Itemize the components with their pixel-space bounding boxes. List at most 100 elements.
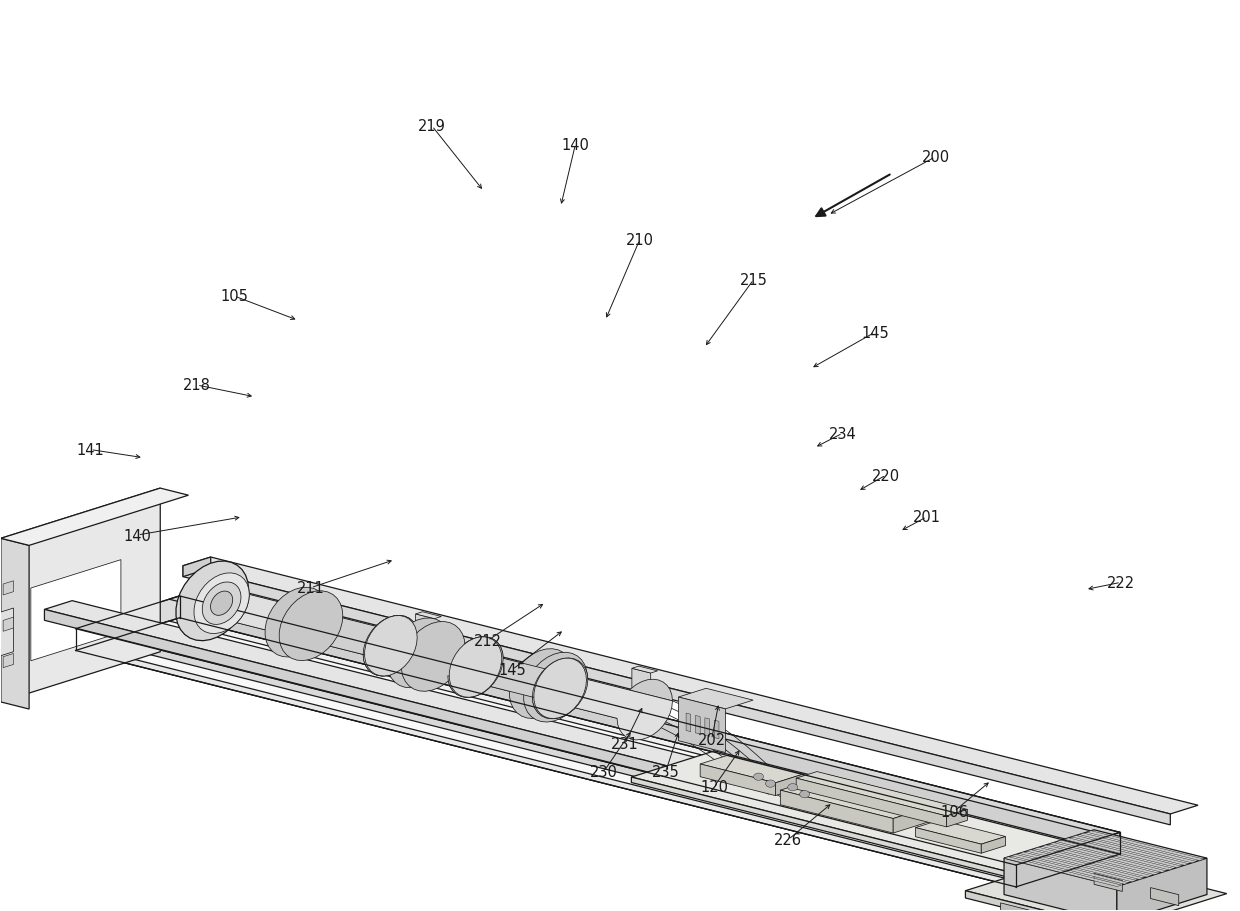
Polygon shape bbox=[796, 772, 967, 816]
Polygon shape bbox=[704, 718, 709, 737]
Polygon shape bbox=[678, 689, 753, 709]
Polygon shape bbox=[981, 836, 1006, 854]
Polygon shape bbox=[1016, 833, 1120, 887]
Polygon shape bbox=[532, 680, 672, 740]
Text: 201: 201 bbox=[913, 510, 941, 525]
Polygon shape bbox=[1012, 855, 1128, 885]
Polygon shape bbox=[1086, 831, 1204, 861]
Polygon shape bbox=[448, 637, 588, 697]
Polygon shape bbox=[632, 666, 657, 673]
Text: 211: 211 bbox=[296, 580, 325, 596]
Polygon shape bbox=[180, 597, 1120, 855]
Polygon shape bbox=[415, 614, 434, 673]
Polygon shape bbox=[915, 820, 1006, 844]
Polygon shape bbox=[678, 697, 725, 752]
Polygon shape bbox=[1042, 845, 1159, 875]
Polygon shape bbox=[76, 629, 1016, 887]
Polygon shape bbox=[211, 591, 233, 616]
Polygon shape bbox=[1094, 874, 1122, 892]
Polygon shape bbox=[631, 777, 1045, 886]
Polygon shape bbox=[946, 810, 967, 827]
Text: 140: 140 bbox=[124, 528, 151, 543]
Polygon shape bbox=[1001, 903, 1029, 911]
Polygon shape bbox=[701, 764, 775, 795]
Polygon shape bbox=[279, 616, 419, 676]
Text: 219: 219 bbox=[418, 119, 446, 134]
Polygon shape bbox=[523, 652, 588, 722]
Polygon shape bbox=[775, 774, 804, 795]
Polygon shape bbox=[966, 891, 1116, 911]
Polygon shape bbox=[184, 566, 1171, 825]
Text: 235: 235 bbox=[652, 764, 680, 779]
Text: 215: 215 bbox=[740, 272, 768, 288]
Polygon shape bbox=[1079, 834, 1197, 863]
Polygon shape bbox=[31, 560, 122, 661]
Polygon shape bbox=[1034, 847, 1152, 877]
Polygon shape bbox=[265, 588, 329, 658]
Polygon shape bbox=[1117, 858, 1207, 911]
Polygon shape bbox=[280, 595, 332, 655]
Polygon shape bbox=[639, 711, 651, 715]
Text: 202: 202 bbox=[697, 732, 725, 747]
Text: 106: 106 bbox=[940, 804, 968, 819]
Polygon shape bbox=[279, 595, 419, 655]
Circle shape bbox=[765, 780, 775, 787]
Polygon shape bbox=[76, 597, 180, 650]
Polygon shape bbox=[365, 616, 417, 676]
Circle shape bbox=[754, 773, 764, 781]
Polygon shape bbox=[1, 488, 160, 702]
Text: 231: 231 bbox=[611, 736, 639, 751]
Circle shape bbox=[800, 791, 810, 798]
Polygon shape bbox=[184, 558, 211, 577]
Polygon shape bbox=[915, 828, 981, 854]
Polygon shape bbox=[1019, 852, 1136, 882]
Polygon shape bbox=[532, 659, 672, 719]
Polygon shape bbox=[631, 751, 1128, 881]
Text: 212: 212 bbox=[474, 633, 502, 649]
Text: 145: 145 bbox=[498, 662, 526, 678]
Polygon shape bbox=[714, 721, 719, 739]
Polygon shape bbox=[1151, 887, 1179, 906]
Polygon shape bbox=[1049, 843, 1167, 873]
Text: 140: 140 bbox=[562, 138, 589, 152]
Polygon shape bbox=[1064, 838, 1182, 867]
Polygon shape bbox=[76, 626, 1027, 865]
Polygon shape bbox=[1004, 858, 1117, 911]
Polygon shape bbox=[701, 755, 804, 783]
Polygon shape bbox=[169, 597, 1120, 835]
Polygon shape bbox=[193, 573, 249, 634]
Text: 220: 220 bbox=[872, 468, 900, 483]
Circle shape bbox=[787, 783, 797, 791]
Polygon shape bbox=[1, 488, 188, 546]
Polygon shape bbox=[402, 622, 465, 691]
Polygon shape bbox=[448, 659, 588, 719]
Text: 145: 145 bbox=[861, 325, 889, 341]
Polygon shape bbox=[76, 629, 1016, 873]
Polygon shape bbox=[423, 657, 435, 661]
Polygon shape bbox=[1, 538, 29, 710]
Polygon shape bbox=[4, 581, 14, 595]
Polygon shape bbox=[780, 775, 941, 819]
Text: 222: 222 bbox=[1107, 575, 1135, 590]
Polygon shape bbox=[1071, 835, 1189, 865]
Polygon shape bbox=[86, 621, 1110, 884]
Text: 226: 226 bbox=[774, 832, 802, 847]
Polygon shape bbox=[196, 573, 248, 634]
Polygon shape bbox=[363, 638, 503, 698]
Text: 105: 105 bbox=[219, 289, 248, 304]
Polygon shape bbox=[510, 649, 573, 719]
Polygon shape bbox=[387, 619, 451, 688]
Text: 141: 141 bbox=[77, 443, 104, 457]
Polygon shape bbox=[4, 618, 14, 631]
Text: 210: 210 bbox=[626, 232, 653, 248]
Polygon shape bbox=[184, 558, 1198, 814]
Polygon shape bbox=[1004, 856, 1121, 886]
Polygon shape bbox=[363, 616, 503, 676]
Polygon shape bbox=[449, 637, 502, 698]
Polygon shape bbox=[534, 659, 587, 719]
Polygon shape bbox=[686, 713, 691, 732]
Polygon shape bbox=[966, 855, 1226, 911]
Polygon shape bbox=[632, 669, 651, 728]
Polygon shape bbox=[45, 609, 1032, 868]
Polygon shape bbox=[1027, 850, 1143, 879]
